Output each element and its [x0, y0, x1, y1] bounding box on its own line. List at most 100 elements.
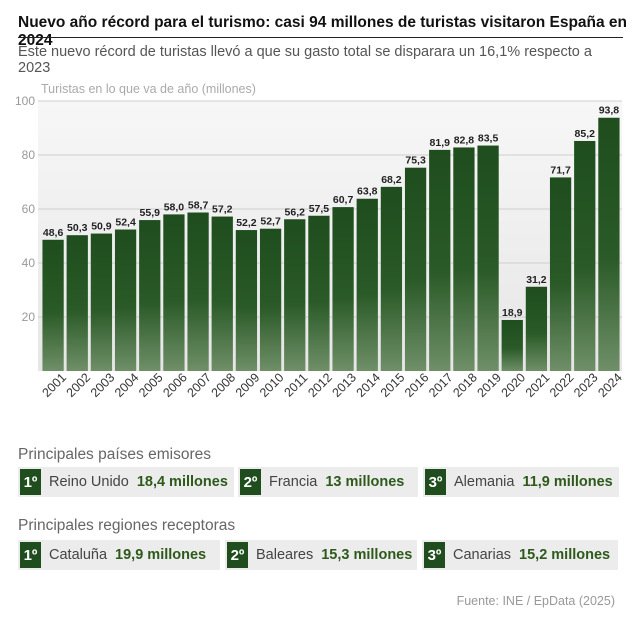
bar-value-label: 93,8 [599, 105, 620, 117]
x-tick-label: 2002 [64, 370, 94, 400]
bar [139, 220, 161, 371]
y-axis-label: Turistas en lo que va de año (millones) [41, 82, 256, 96]
x-tick-label: 2001 [39, 370, 69, 400]
bar-value-label: 52,7 [260, 216, 281, 228]
region-name: Baleares [256, 547, 314, 563]
y-tick-label: 80 [22, 148, 36, 162]
bar-value-label: 57,5 [309, 203, 330, 215]
bar-value-label: 81,9 [430, 137, 451, 149]
x-tick-label: 2023 [571, 370, 601, 400]
bar-value-label: 63,8 [357, 186, 378, 198]
bar-value-label: 31,2 [526, 274, 547, 286]
bar [549, 177, 572, 371]
country-value: 11,9 millones [522, 474, 613, 490]
chart-subtitle: Este nuevo récord de turistas llevó a qu… [18, 44, 592, 76]
region-item: 2º Baleares 15,3 millones [225, 540, 417, 570]
bar [66, 235, 88, 371]
bar [90, 233, 113, 371]
bar [332, 207, 354, 371]
rank-badge: 1º [20, 469, 41, 495]
bar [453, 147, 475, 371]
bar [501, 319, 523, 371]
y-tick-label: 60 [22, 202, 36, 216]
rank-badge: 2º [227, 542, 248, 568]
x-tick-label: 2010 [257, 370, 287, 400]
bar-value-label: 50,9 [91, 221, 112, 233]
bar-value-label: 75,3 [405, 155, 426, 167]
country-name: Francia [269, 474, 318, 490]
bar [429, 149, 451, 371]
bar-value-label: 82,8 [454, 134, 475, 146]
bar-value-label: 50,3 [67, 222, 88, 234]
country-item: 3º Alemania 11,9 millones [423, 467, 619, 497]
x-tick-label: 2004 [112, 370, 142, 400]
x-tick-label: 2013 [329, 370, 359, 400]
bar [187, 212, 209, 371]
x-tick-label: 2005 [136, 370, 166, 400]
bar-value-label: 48,6 [43, 227, 64, 239]
y-tick-label: 40 [22, 256, 36, 270]
x-tick-label: 2007 [184, 370, 214, 400]
bar-value-label: 52,2 [236, 217, 257, 229]
bar [259, 228, 282, 371]
bar-value-label: 56,2 [285, 206, 306, 218]
bar-value-label: 58,0 [164, 201, 185, 213]
bar [525, 286, 548, 371]
region-value: 15,3 millones [321, 547, 413, 563]
bar [235, 230, 258, 371]
bar [380, 186, 403, 371]
x-tick-label: 2006 [160, 370, 190, 400]
country-value: 18,4 millones [136, 474, 228, 490]
x-tick-label: 2009 [233, 370, 263, 400]
bar [42, 239, 64, 371]
x-tick-label: 2011 [281, 371, 310, 400]
x-tick-label: 2019 [474, 370, 504, 400]
bar [284, 219, 306, 371]
bar [598, 117, 620, 372]
rank-badge: 2º [240, 469, 261, 495]
region-value: 15,2 millones [519, 547, 611, 563]
title-divider [18, 37, 623, 38]
x-tick-label: 2018 [450, 370, 480, 400]
chart-title: Nuevo año récord para el turismo: casi 9… [18, 14, 628, 49]
bar-value-label: 68,2 [381, 174, 402, 186]
bar [163, 214, 185, 371]
region-item: 3º Canarias 15,2 millones [422, 540, 618, 570]
source-note: Fuente: INE / EpData (2025) [456, 594, 615, 608]
x-tick-label: 2021 [523, 370, 553, 400]
region-value: 19,9 millones [115, 547, 207, 563]
x-tick-label: 2014 [354, 370, 384, 400]
x-tick-label: 2020 [499, 370, 529, 400]
country-name: Reino Unido [49, 474, 129, 490]
bar-value-label: 71,7 [550, 164, 571, 176]
bar [477, 145, 499, 371]
x-tick-label: 2017 [426, 370, 456, 400]
x-tick-label: 2016 [402, 370, 432, 400]
region-name: Cataluña [49, 547, 108, 563]
bar [114, 229, 137, 371]
rank-badge: 3º [424, 542, 445, 568]
x-tick-label: 2015 [378, 370, 408, 400]
region-name: Canarias [453, 547, 512, 563]
x-tick-label: 2012 [305, 370, 335, 400]
bar-value-label: 60,7 [333, 194, 354, 206]
country-name: Alemania [454, 474, 515, 490]
bar [211, 216, 233, 371]
country-value: 13 millones [325, 474, 405, 490]
x-tick-label: 2022 [547, 370, 577, 400]
x-tick-label: 2008 [209, 370, 239, 400]
bar [574, 140, 596, 371]
bar [356, 198, 378, 371]
bar [308, 215, 330, 371]
region-item: 1º Cataluña 19,9 millones [18, 540, 220, 570]
bar [404, 167, 427, 371]
x-tick-label: 2003 [88, 370, 118, 400]
bar-value-label: 55,9 [140, 207, 161, 219]
bar-value-label: 58,7 [188, 200, 209, 212]
bar-value-label: 18,9 [502, 307, 523, 319]
bar-value-label: 57,2 [212, 204, 233, 216]
regions-title: Principales regiones receptoras [18, 517, 236, 534]
y-tick-label: 100 [15, 94, 35, 108]
country-item: 1º Reino Unido 18,4 millones [18, 467, 234, 497]
y-tick-label: 20 [22, 310, 36, 324]
